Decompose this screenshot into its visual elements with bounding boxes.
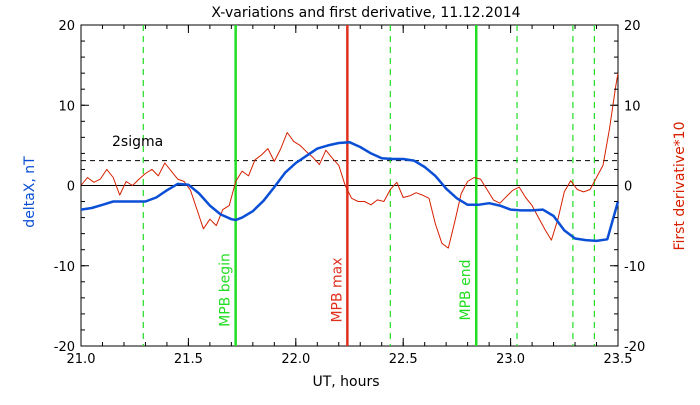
y-left-tick-label: -20	[54, 340, 75, 355]
y-left-tick-label: 10	[58, 99, 75, 114]
plot-area: MPB begin MPB max MPB end 21.0 21.5 22.0 22.5…	[54, 19, 645, 367]
threshold-label: 2sigma	[112, 134, 163, 150]
marker-label-1: MPB begin	[218, 253, 234, 327]
x-tick-label: 21.0	[67, 352, 96, 367]
x-tick-label: 22.0	[281, 352, 310, 367]
y-right-tick-label: 20	[624, 19, 641, 34]
ticks-layer: 21.0 21.5 22.0 22.5 23.0 23.5-20-1001020-20-1…	[54, 19, 645, 367]
series-layer	[80, 73, 620, 249]
y-right-tick-label: 0	[624, 180, 632, 195]
x-tick-label: 23.5	[604, 352, 633, 367]
derivative-line	[80, 73, 619, 249]
y-right-tick-label: 10	[624, 99, 641, 114]
y-axis-label-left: deltaX, nT	[22, 156, 38, 228]
y-left-tick-label: -10	[54, 260, 75, 275]
y-right-tick-label: -10	[624, 260, 645, 275]
x-tick-label: 21.5	[174, 352, 203, 367]
chart-title: X-variations and first derivative, 11.12…	[211, 5, 520, 21]
x-tick-label: 23.0	[496, 352, 525, 367]
marker-label-2: MPB max	[329, 257, 345, 322]
x-axis-label: UT, hours	[312, 374, 379, 390]
x-tick-label: 22.5	[389, 352, 418, 367]
vertical-markers: MPB begin MPB max MPB end	[142, 25, 595, 346]
deltax-line	[80, 140, 620, 243]
y-axis-label-right: First derivative*10	[672, 121, 688, 250]
reference-lines	[81, 160, 618, 186]
y-left-tick-label: 0	[67, 180, 75, 195]
marker-label-4: MPB end	[458, 260, 474, 321]
y-left-tick-label: 20	[58, 19, 75, 34]
y-right-tick-label: -20	[624, 340, 645, 355]
